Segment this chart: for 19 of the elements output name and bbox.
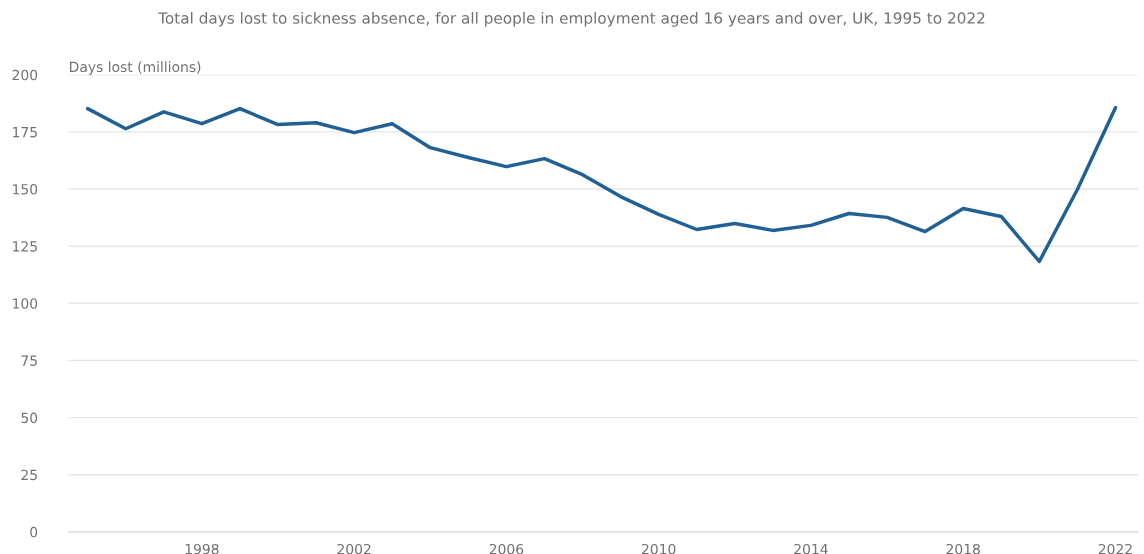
y-tick-label: 200 (12, 69, 38, 81)
y-tick-label: 0 (30, 526, 38, 538)
x-tick-label: 1998 (185, 543, 219, 554)
y-axis-title: Days lost (millions) (70, 61, 201, 75)
x-tick-label: 2022 (1098, 543, 1132, 554)
x-tick-label: 2006 (489, 543, 524, 554)
y-tick-label: 150 (13, 184, 38, 195)
x-tick-label: 2010 (642, 543, 676, 554)
y-tick-label: 25 (21, 469, 37, 481)
y-tick-label: 175 (13, 127, 37, 138)
x-tick-label: 2002 (337, 543, 371, 554)
chart-subtitle: Total days lost to sickness absence, for all people in employment aged 16 years and over, UK, 1995 to 2022 (158, 12, 985, 27)
line-series (85, 105, 1118, 264)
y-tick-label: 100 (13, 298, 38, 309)
y-tick-label: 75 (21, 355, 37, 366)
y-tick-label: 50 (21, 412, 38, 424)
x-tick-label: 2018 (946, 543, 980, 554)
y-tick-label: 125 (13, 241, 37, 252)
x-tick-label: 2014 (794, 543, 828, 554)
